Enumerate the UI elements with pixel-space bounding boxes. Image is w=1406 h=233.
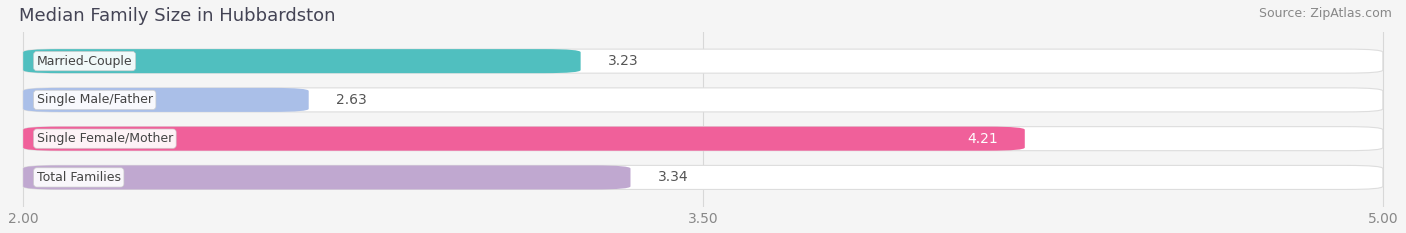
FancyBboxPatch shape	[22, 49, 581, 73]
FancyBboxPatch shape	[22, 165, 630, 189]
FancyBboxPatch shape	[22, 88, 309, 112]
FancyBboxPatch shape	[22, 49, 1384, 73]
FancyBboxPatch shape	[22, 88, 1384, 112]
Text: Single Male/Father: Single Male/Father	[37, 93, 153, 106]
FancyBboxPatch shape	[22, 127, 1025, 151]
Text: 4.21: 4.21	[967, 132, 998, 146]
FancyBboxPatch shape	[22, 127, 1384, 151]
Text: 3.23: 3.23	[607, 54, 638, 68]
Text: Source: ZipAtlas.com: Source: ZipAtlas.com	[1258, 7, 1392, 20]
Text: Total Families: Total Families	[37, 171, 121, 184]
FancyBboxPatch shape	[22, 165, 1384, 189]
Text: Single Female/Mother: Single Female/Mother	[37, 132, 173, 145]
Text: Median Family Size in Hubbardston: Median Family Size in Hubbardston	[18, 7, 335, 25]
Text: Married-Couple: Married-Couple	[37, 55, 132, 68]
Text: 2.63: 2.63	[336, 93, 367, 107]
Text: 3.34: 3.34	[658, 170, 689, 185]
